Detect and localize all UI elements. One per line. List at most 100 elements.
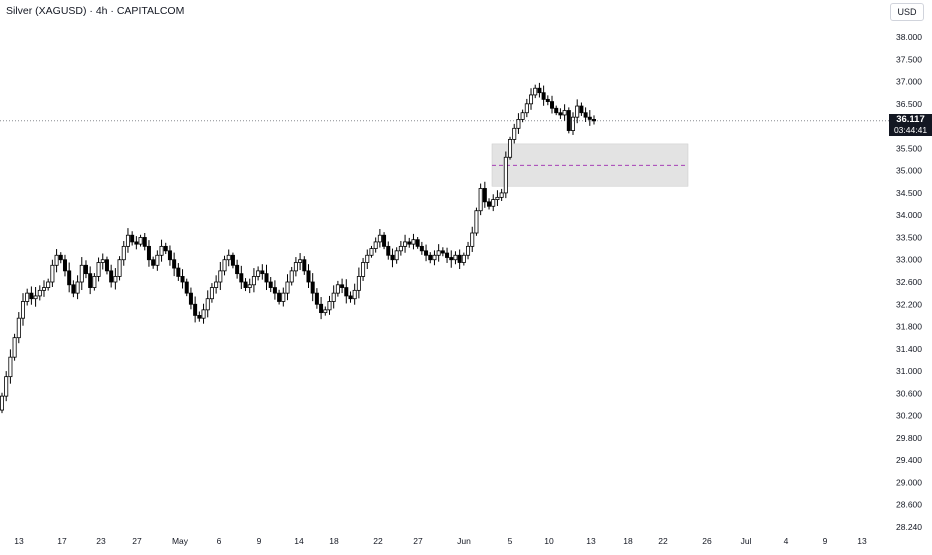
candle[interactable] (243, 278, 248, 292)
candle[interactable] (75, 275, 80, 300)
candle[interactable] (449, 250, 454, 268)
candle[interactable] (340, 278, 345, 294)
candle[interactable] (96, 257, 101, 282)
candle[interactable] (327, 295, 332, 315)
candle[interactable] (524, 98, 529, 118)
candle[interactable] (272, 280, 277, 300)
candle[interactable] (554, 105, 559, 116)
candle[interactable] (67, 262, 72, 293)
candle[interactable] (562, 104, 567, 121)
candle[interactable] (533, 84, 538, 99)
candle[interactable] (167, 245, 172, 266)
candle[interactable] (155, 250, 160, 271)
candle[interactable] (583, 107, 588, 122)
candle[interactable] (407, 237, 412, 248)
candle[interactable] (516, 113, 521, 134)
candle[interactable] (79, 257, 84, 291)
candle[interactable] (352, 283, 357, 305)
candle[interactable] (50, 259, 55, 288)
candle[interactable] (285, 274, 290, 301)
candle[interactable] (33, 287, 38, 307)
candle[interactable] (8, 349, 13, 384)
candle[interactable] (373, 237, 378, 253)
candle[interactable] (382, 232, 387, 250)
candle[interactable] (159, 239, 164, 262)
candle[interactable] (268, 276, 273, 293)
candle[interactable] (298, 253, 303, 271)
candle[interactable] (415, 237, 420, 249)
candle[interactable] (537, 82, 542, 98)
candle[interactable] (365, 249, 370, 270)
candle[interactable] (214, 275, 219, 294)
candle[interactable] (117, 256, 122, 281)
candle[interactable] (230, 252, 235, 269)
candle[interactable] (411, 233, 416, 250)
candle[interactable] (289, 266, 294, 286)
candle[interactable] (277, 289, 282, 305)
candle[interactable] (566, 107, 571, 134)
candle[interactable] (92, 273, 97, 291)
candle[interactable] (335, 280, 340, 297)
candle[interactable] (398, 241, 403, 256)
candle[interactable] (125, 228, 130, 253)
time-axis[interactable]: 13 17 23 27 May 6 9 14 18 22 27 Jun 5 10 13 18 22 26 Jul 4 9… (14, 536, 867, 546)
candle[interactable] (457, 249, 462, 270)
candle[interactable] (188, 287, 193, 310)
candle[interactable] (37, 285, 42, 301)
candle[interactable] (482, 181, 487, 208)
candle[interactable] (293, 257, 298, 277)
candle[interactable] (54, 249, 59, 273)
candle[interactable] (432, 250, 437, 266)
symbol-title[interactable]: Silver (XAGUSD) · 4h · CAPITALCOM (6, 5, 185, 17)
candle[interactable] (323, 306, 328, 316)
candle[interactable] (25, 288, 30, 306)
candle[interactable] (529, 88, 534, 110)
candle[interactable] (138, 234, 143, 247)
candle[interactable] (592, 115, 597, 125)
candle[interactable] (310, 273, 315, 302)
candle[interactable] (478, 183, 483, 216)
candle[interactable] (440, 247, 445, 257)
candle[interactable] (12, 333, 17, 361)
candle[interactable] (58, 252, 63, 264)
candle[interactable] (461, 252, 466, 266)
candle[interactable] (109, 264, 114, 288)
candle[interactable] (302, 256, 307, 275)
candle-series[interactable] (0, 82, 597, 414)
candle[interactable] (390, 248, 395, 268)
candle[interactable] (197, 311, 202, 322)
candle[interactable] (319, 297, 324, 320)
candle[interactable] (88, 266, 93, 295)
candle[interactable] (142, 233, 147, 251)
candle[interactable] (487, 198, 492, 210)
candle[interactable] (71, 280, 76, 298)
candle[interactable] (571, 112, 576, 135)
candle[interactable] (512, 123, 517, 144)
candle[interactable] (503, 151, 508, 199)
candle[interactable] (545, 95, 550, 106)
candle[interactable] (428, 252, 433, 264)
candle[interactable] (550, 95, 555, 114)
candle[interactable] (344, 279, 349, 304)
candle[interactable] (264, 264, 269, 291)
candle[interactable] (201, 303, 206, 324)
candle[interactable] (377, 228, 382, 248)
candle[interactable] (16, 312, 21, 344)
currency-button[interactable]: USD (890, 3, 924, 21)
candle[interactable] (424, 244, 429, 262)
candle[interactable] (134, 236, 139, 250)
candle[interactable] (4, 371, 9, 402)
candle[interactable] (306, 264, 311, 289)
candle[interactable] (520, 109, 525, 123)
candle[interactable] (474, 207, 479, 236)
candle[interactable] (104, 256, 109, 275)
candle[interactable] (331, 285, 336, 309)
candle[interactable] (130, 231, 135, 246)
candle[interactable] (281, 287, 286, 307)
candle[interactable] (83, 260, 88, 279)
candle[interactable] (495, 190, 500, 207)
candle[interactable] (587, 110, 592, 126)
candle[interactable] (184, 278, 189, 297)
candle[interactable] (151, 256, 156, 269)
